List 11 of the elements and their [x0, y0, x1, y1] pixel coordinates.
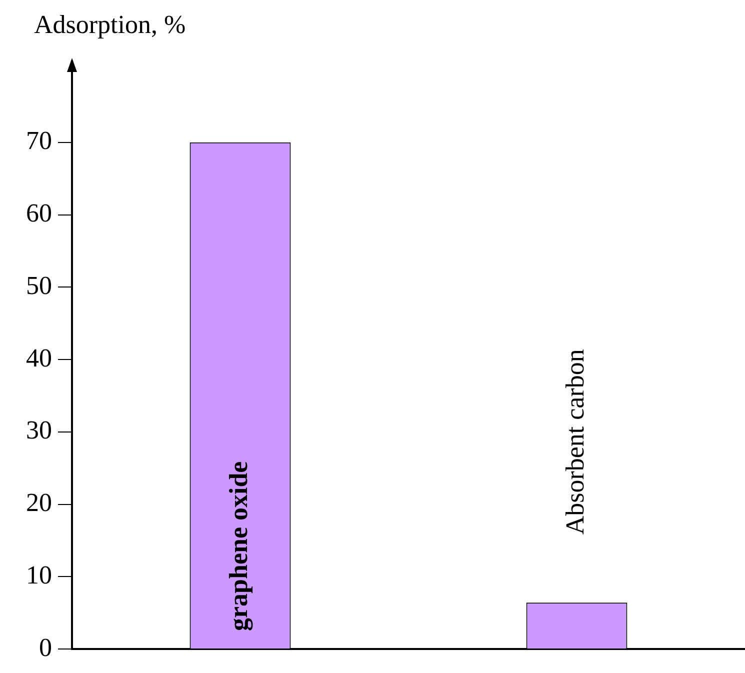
x-tick-label: Absorbent carbon — [560, 349, 590, 535]
y-tick-label: 40 — [26, 343, 52, 372]
y-axis-title: Adsorption, % — [34, 10, 186, 39]
y-tick-label: 10 — [26, 560, 52, 590]
y-tick-label: 70 — [26, 126, 52, 156]
y-tick-label: 60 — [26, 198, 52, 228]
y-tick-label: 0 — [39, 632, 52, 662]
y-tick-label: 50 — [26, 270, 52, 300]
y-tick-label: 30 — [26, 416, 52, 445]
x-tick-label: graphene oxide — [224, 461, 253, 631]
y-tick-label: 20 — [26, 488, 52, 518]
